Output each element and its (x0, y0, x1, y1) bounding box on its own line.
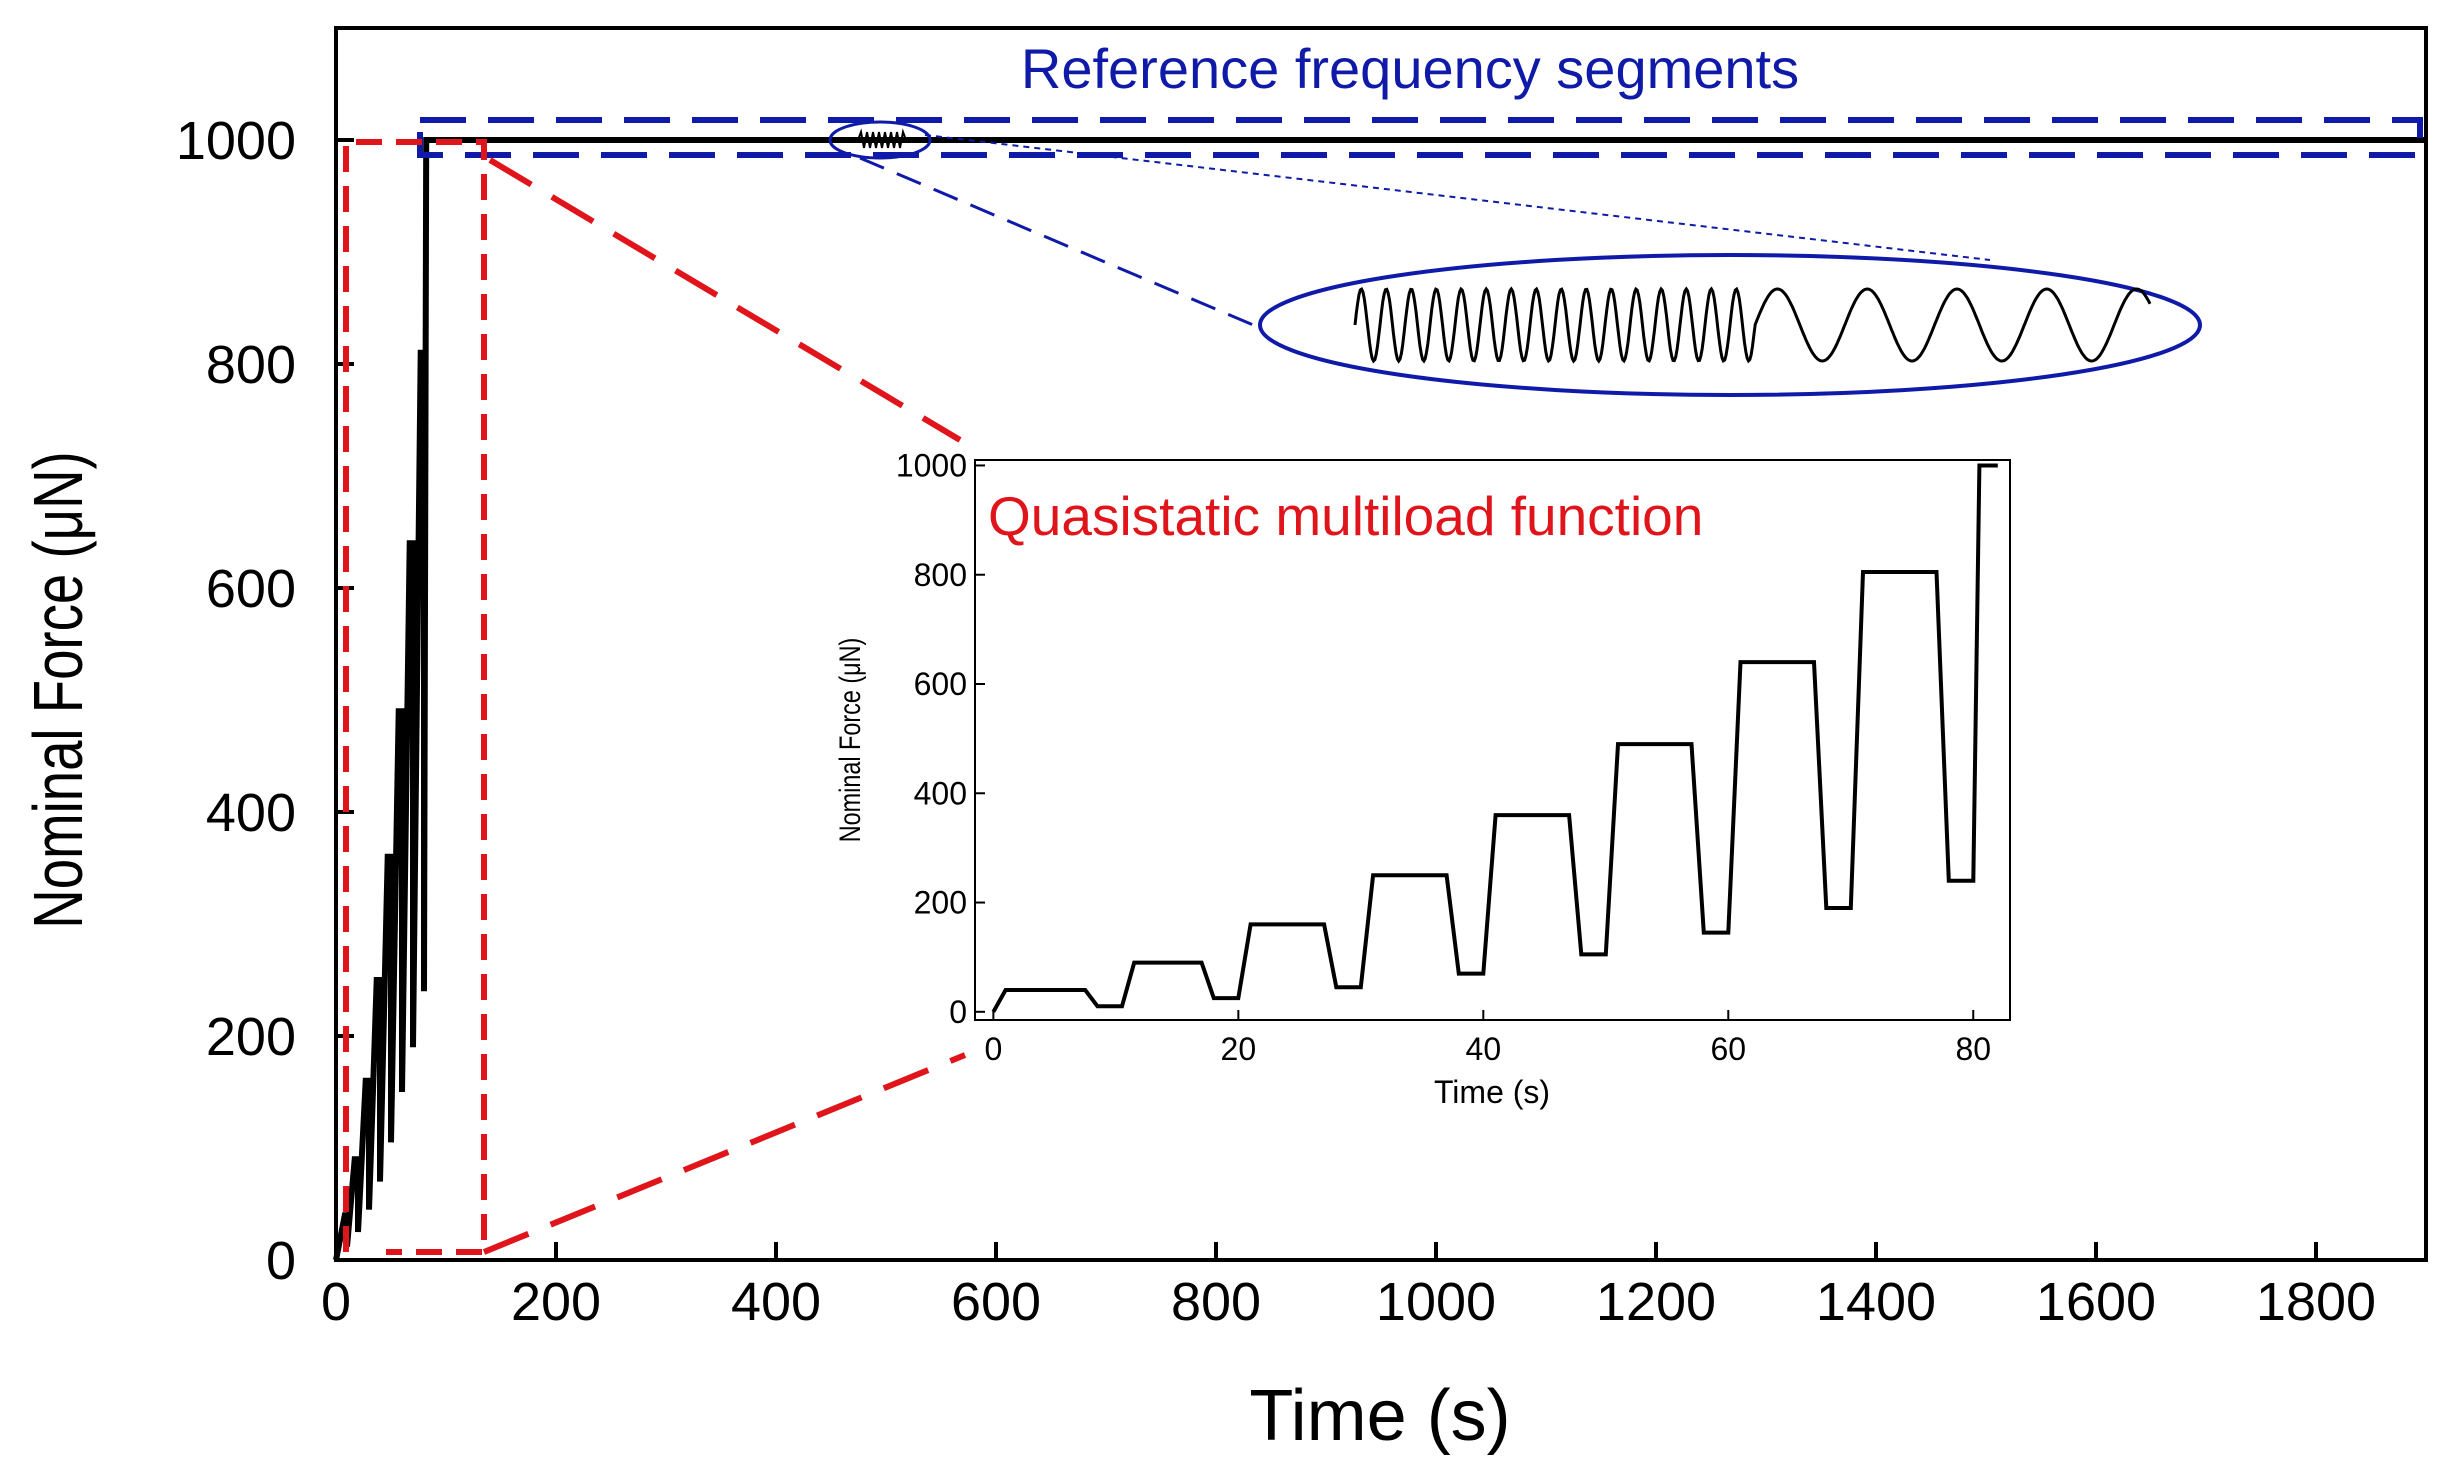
inset-series-group (991, 463, 1998, 1013)
main-y-tick-label: 800 (206, 335, 296, 395)
inset-connector-upper (488, 157, 962, 443)
inset-y-axis: 0 200 400 600 800 1000 (896, 448, 985, 1030)
inset-x-tick-label: 20 (1221, 1031, 1257, 1067)
main-x-axis: 0 200 400 600 800 1000 1200 1400 1600 1800 (321, 1242, 2376, 1332)
inset-x-tick-label: 40 (1466, 1031, 1502, 1067)
main-y-tick-label: 400 (206, 783, 296, 843)
inset-y-tick-label: 0 (949, 994, 967, 1030)
zoom-connector-lower (859, 156, 1266, 332)
main-x-tick-label: 1600 (2036, 1272, 2156, 1332)
inset-y-tick-label: 1000 (896, 448, 967, 484)
main-x-tick-label: 1000 (1376, 1272, 1496, 1332)
inset-title: Quasistatic multiload function (988, 485, 1703, 547)
inset-y-tick-label: 200 (914, 885, 967, 921)
main-y-axis: 0 200 400 600 800 1000 (176, 111, 354, 1291)
inset-x-axis: 0 20 40 60 80 (984, 1010, 1991, 1067)
main-x-tick-label: 600 (951, 1272, 1041, 1332)
main-x-tick-label: 1200 (1596, 1272, 1716, 1332)
main-y-tick-label: 600 (206, 559, 296, 619)
inset-x-tick-label: 0 (984, 1031, 1002, 1067)
main-x-tick-label: 800 (1171, 1272, 1261, 1332)
segment-highlight-ellipse (828, 120, 932, 160)
main-x-tick-label: 0 (321, 1272, 351, 1332)
inset-series-line (991, 463, 1998, 1013)
inset-y-axis-label: Nominal Force (μN) (833, 638, 866, 843)
inset-y-tick-label: 800 (914, 557, 967, 593)
inset-y-tick-label: 600 (914, 666, 967, 702)
main-x-tick-label: 400 (731, 1272, 821, 1332)
zoom-connector-upper (924, 134, 1991, 261)
reference-segment-box (417, 117, 2423, 158)
inset-connector-lower (482, 1052, 967, 1255)
inset-y-tick-label: 400 (914, 775, 967, 811)
segment-mini-wave (857, 128, 907, 149)
inset-plot-area (974, 459, 2011, 1021)
zoom-waveform (1353, 286, 2152, 364)
reference-segments-label: Reference frequency segments (1021, 37, 1799, 100)
main-y-tick-label: 0 (266, 1231, 296, 1291)
main-y-tick-label: 200 (206, 1007, 296, 1067)
main-y-axis-label: Nominal Force (μN) (20, 451, 98, 928)
inset-x-tick-label: 80 (1955, 1031, 1991, 1067)
main-plot-area (334, 26, 2428, 1262)
main-series-group (333, 137, 2426, 1261)
main-series-line (333, 137, 2426, 1261)
multiload-zoom-box (343, 139, 487, 1255)
main-x-tick-label: 1800 (2256, 1272, 2376, 1332)
main-x-axis-label: Time (s) (1249, 1376, 1510, 1456)
inset-x-tick-label: 60 (1710, 1031, 1746, 1067)
main-x-tick-label: 200 (511, 1272, 601, 1332)
inset-x-axis-label: Time (s) (1434, 1074, 1550, 1110)
main-x-tick-label: 1400 (1816, 1272, 1936, 1332)
main-y-tick-label: 1000 (176, 111, 296, 171)
